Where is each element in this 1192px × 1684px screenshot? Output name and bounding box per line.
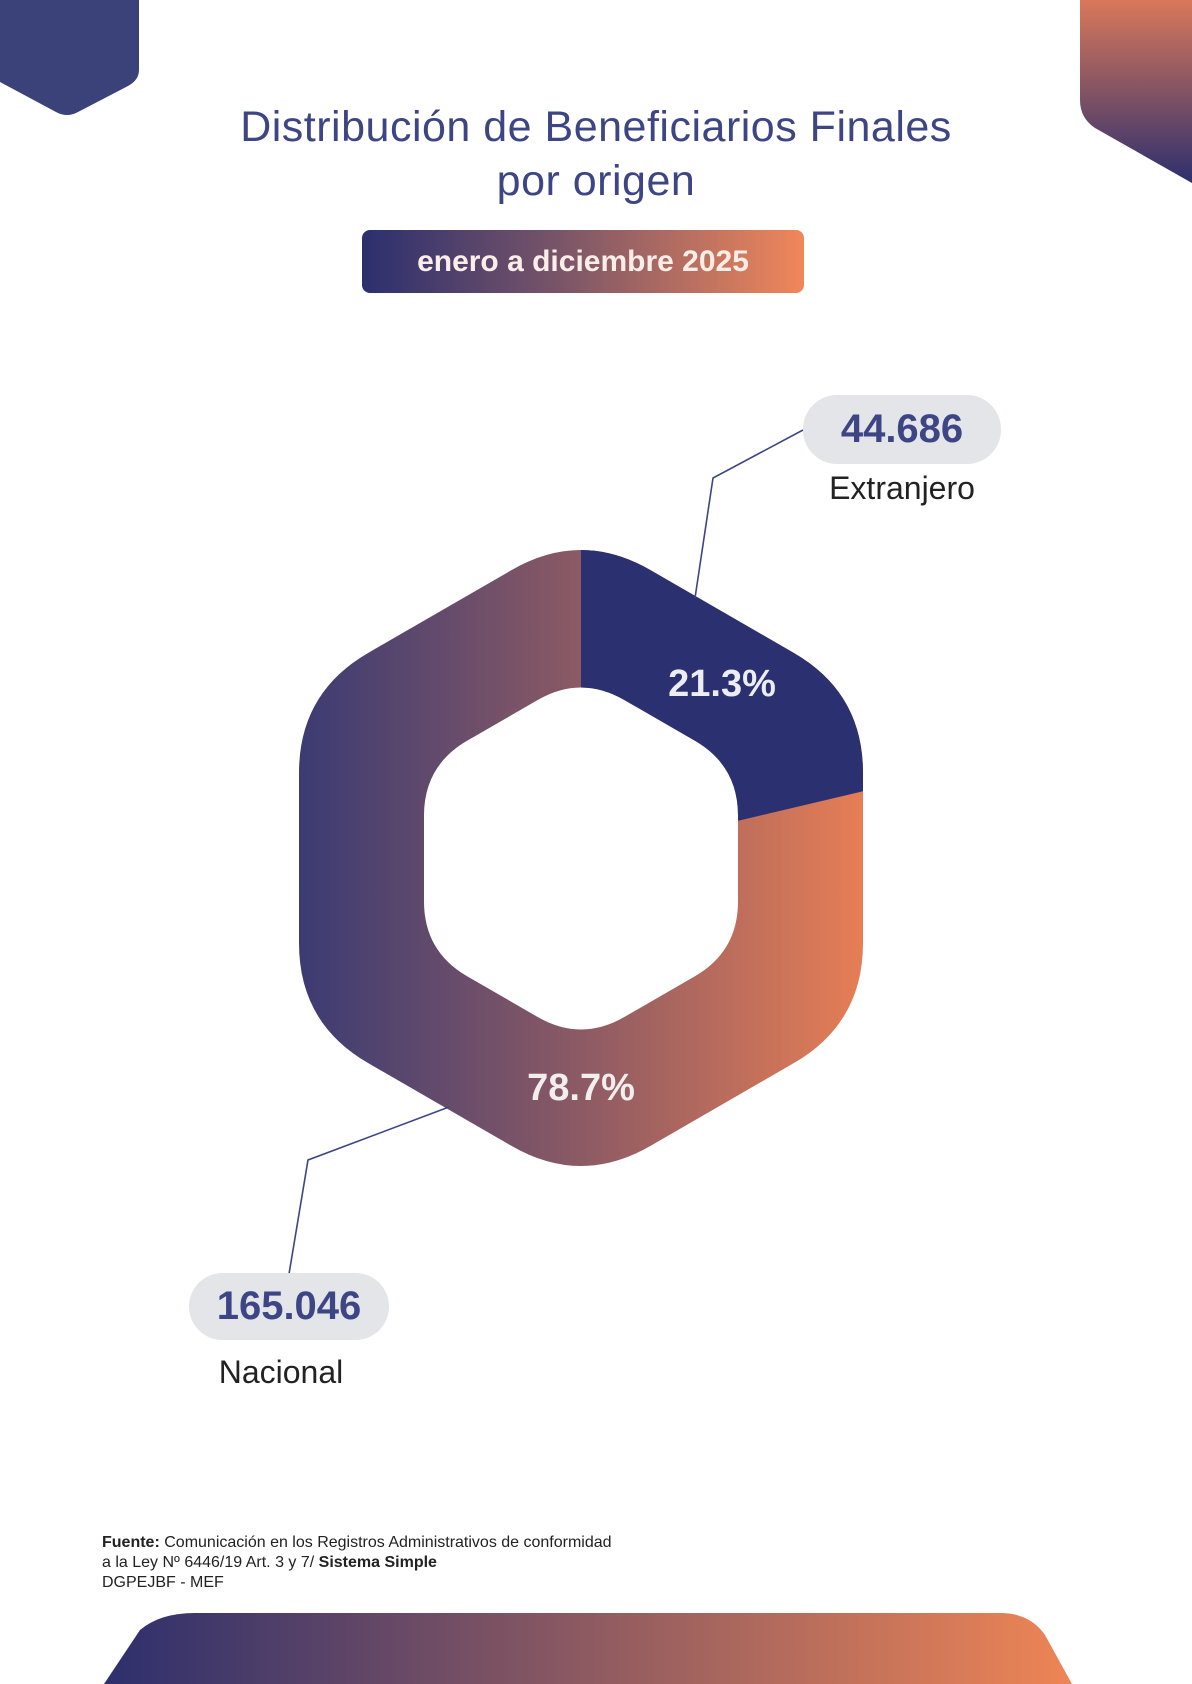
value-pill-extranjero: 44.686 bbox=[803, 395, 1001, 464]
percent-label-nacional: 78.7% bbox=[527, 1067, 635, 1109]
donut-slice-extranjero bbox=[581, 550, 863, 858]
leader-line-nacional bbox=[288, 1106, 450, 1275]
title-line-1: Distribución de Beneficiarios Finales bbox=[240, 103, 952, 151]
value-pill-nacional: 165.046 bbox=[189, 1273, 389, 1340]
title-line-2: por origen bbox=[496, 157, 696, 205]
source-system: Sistema Simple bbox=[318, 1554, 437, 1571]
corner-decoration-top-left bbox=[0, 0, 139, 115]
corner-decoration-top-right bbox=[1080, 0, 1192, 183]
source-note: Fuente: Comunicación en los Registros Ad… bbox=[102, 1533, 612, 1593]
category-label-extranjero: Extranjero bbox=[829, 470, 975, 506]
source-label: Fuente: bbox=[102, 1534, 160, 1551]
source-agency: DGPEJBF - MEF bbox=[102, 1574, 224, 1591]
period-badge: enero a diciembre 2025 bbox=[362, 230, 804, 293]
category-label-nacional: Nacional bbox=[218, 1354, 344, 1390]
percent-label-extranjero: 21.3% bbox=[668, 663, 776, 705]
page-title: Distribución de Beneficiarios Finales po… bbox=[0, 100, 1192, 208]
leader-line-extranjero bbox=[694, 429, 804, 599]
source-law: a la Ley Nº 6446/19 Art. 3 y 7/ bbox=[102, 1554, 315, 1571]
source-text: Comunicación en los Registros Administra… bbox=[164, 1534, 612, 1551]
footer-band bbox=[104, 1613, 1072, 1684]
